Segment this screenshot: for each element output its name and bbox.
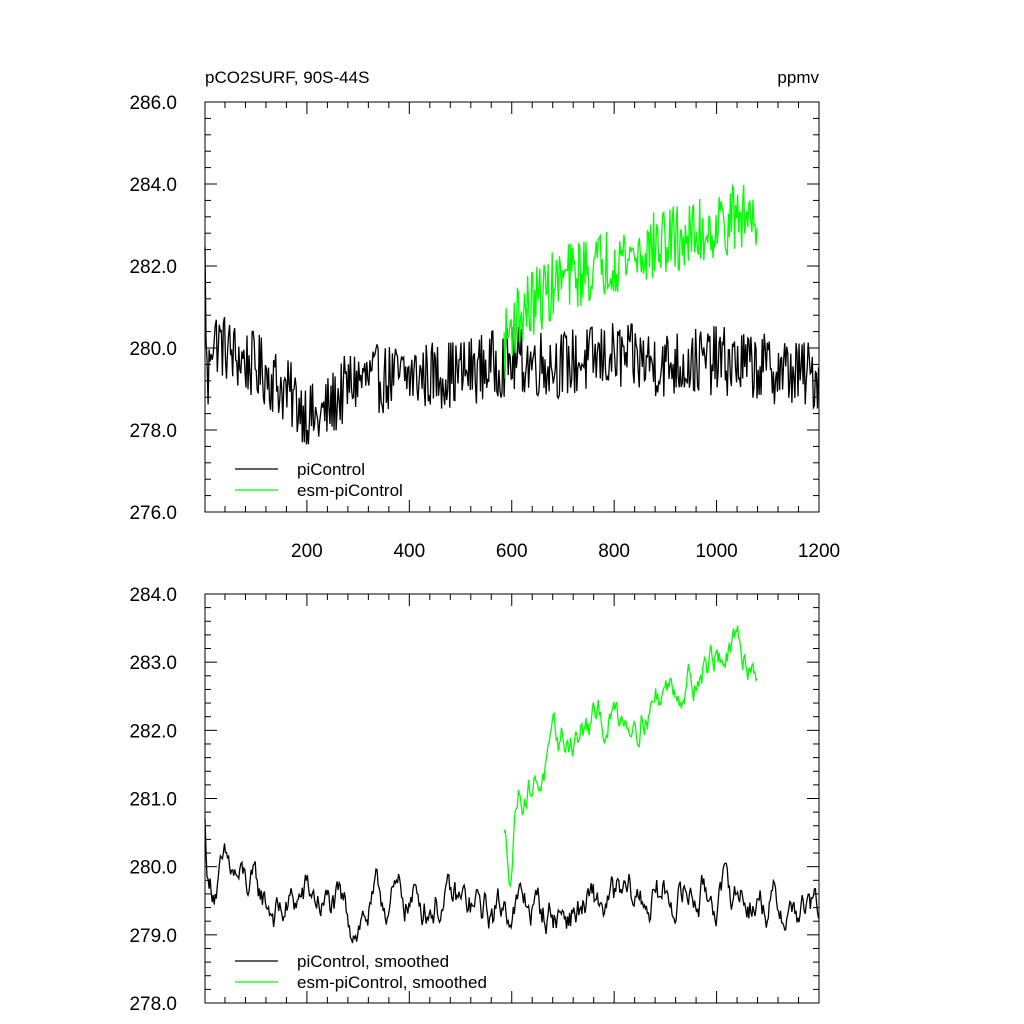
series-layer-top (204, 183, 820, 445)
panel-top: 276.0 278.0 280.0 282.0 284.0 286.0 200 400 600 8… (129, 68, 840, 562)
legend-label-picontrol: piControl (297, 460, 365, 479)
y-tick-label: 280.0 (129, 339, 177, 360)
x-tick-label: 400 (393, 541, 425, 562)
series-layer-bottom (204, 625, 820, 944)
chart-title: pCO2SURF, 90S-44S (205, 68, 369, 87)
y-tick-label: 280.0 (129, 858, 177, 879)
series-line-esm-picontrol-smoothed (503, 625, 758, 889)
y-tick-label: 282.0 (129, 257, 177, 278)
series-line-picontrol-smoothed (204, 818, 820, 944)
units-label: ppmv (777, 68, 819, 87)
series-line-esm-picontrol (503, 183, 758, 379)
x-tick-label: 1200 (798, 541, 840, 562)
legend-top: piControl esm-piControl (235, 460, 403, 500)
y-tick-label: 283.0 (129, 653, 177, 674)
y-tick-label: 284.0 (129, 175, 177, 196)
y-tick-label: 284.0 (129, 585, 177, 606)
legend-label-esm-picontrol: esm-piControl (297, 481, 403, 500)
x-tick-label: 800 (598, 541, 630, 562)
x-tick-label: 1000 (695, 541, 737, 562)
y-tick-label: 282.0 (129, 721, 177, 742)
x-tick-label: 200 (291, 541, 323, 562)
y-tick-label: 279.0 (129, 926, 177, 947)
legend-label-picontrol-smoothed: piControl, smoothed (297, 952, 449, 971)
series-line-picontrol (204, 246, 820, 445)
axis-ticks-top: 276.0 278.0 280.0 282.0 284.0 286.0 200 400 600 8… (129, 93, 840, 562)
y-tick-label: 286.0 (129, 93, 177, 114)
axis-ticks-bottom: 278.0 279.0 280.0 281.0 282.0 283.0 284.0 (129, 585, 820, 1015)
legend-bottom: piControl, smoothed esm-piControl, smoot… (235, 952, 487, 992)
panel-bottom: 278.0 279.0 280.0 281.0 282.0 283.0 284.0 piCo… (129, 585, 820, 1015)
y-tick-label: 281.0 (129, 790, 177, 811)
y-tick-label: 278.0 (129, 421, 177, 442)
y-tick-label: 278.0 (129, 994, 177, 1015)
y-tick-label: 276.0 (129, 503, 177, 524)
legend-label-esm-picontrol-smoothed: esm-piControl, smoothed (297, 973, 487, 992)
plot-frame-top (204, 101, 820, 513)
x-tick-label: 600 (496, 541, 528, 562)
